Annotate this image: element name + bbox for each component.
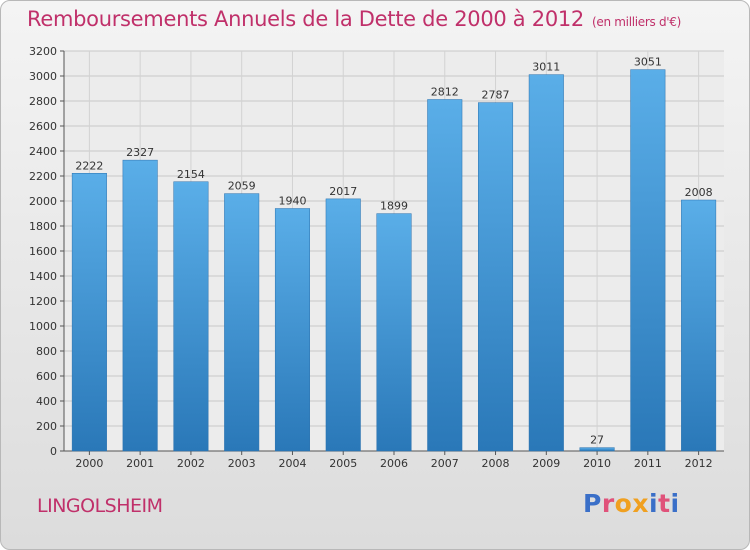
- bar-2006: [376, 213, 412, 452]
- y-tick-label: 2000: [29, 195, 57, 208]
- bar-2005: [325, 198, 361, 452]
- data-label-2011: 3051: [634, 56, 662, 69]
- logo-letter: x: [632, 489, 649, 518]
- y-tick-label: 1200: [29, 295, 57, 308]
- bar-2004: [274, 208, 310, 452]
- bar-2007: [427, 99, 463, 452]
- bar-2009: [528, 74, 564, 452]
- data-label-2010: 27: [590, 434, 604, 447]
- data-label-2004: 1940: [278, 195, 306, 208]
- x-tick-label-2011: 2011: [634, 457, 662, 470]
- x-tick-label-2008: 2008: [482, 457, 510, 470]
- bar-2001: [122, 159, 158, 452]
- x-tick-label-2006: 2006: [380, 457, 408, 470]
- data-labels: 2222 2327 2154 2059 1940 2017 1899 2812 2787 3011…: [75, 56, 712, 447]
- chart-unit: (en milliers d'€): [592, 15, 682, 29]
- data-label-2008: 2787: [482, 89, 510, 102]
- x-tick-label-2000: 2000: [75, 457, 103, 470]
- bar-2002: [173, 181, 209, 452]
- y-tick-label: 1800: [29, 220, 57, 233]
- y-tick-label: 3200: [29, 45, 57, 58]
- logo-letter: i: [649, 489, 659, 518]
- bar-2010: [579, 447, 615, 452]
- data-label-2012: 2008: [685, 186, 713, 199]
- data-label-2005: 2017: [329, 185, 357, 198]
- x-tick-label-2004: 2004: [278, 457, 306, 470]
- bars: [71, 69, 717, 452]
- y-tick-label: 2600: [29, 120, 57, 133]
- proxiti-logo: Proxiti: [583, 489, 680, 518]
- y-tick-label: 2800: [29, 95, 57, 108]
- data-label-2000: 2222: [75, 159, 103, 172]
- data-label-2007: 2812: [431, 86, 459, 99]
- y-tick-label: 1000: [29, 320, 57, 333]
- y-tick-label: 2400: [29, 145, 57, 158]
- data-label-2002: 2154: [177, 168, 205, 181]
- logo-letter: o: [614, 489, 633, 518]
- y-tick-label: 1600: [29, 245, 57, 258]
- chart-title-text: Remboursements Annuels de la Dette de 20…: [27, 7, 584, 31]
- x-tick-label-2009: 2009: [532, 457, 560, 470]
- x-tick-label-2005: 2005: [329, 457, 357, 470]
- y-tick-label: 1400: [29, 270, 57, 283]
- x-tick-label-2002: 2002: [177, 457, 205, 470]
- bar-2012: [681, 199, 717, 452]
- bar-2011: [630, 69, 666, 452]
- x-tick-label-2001: 2001: [126, 457, 154, 470]
- logo-letter: P: [583, 489, 602, 518]
- x-tick-label-2003: 2003: [228, 457, 256, 470]
- logo-letter: i: [670, 489, 680, 518]
- bar-2008: [478, 102, 514, 452]
- y-tick-label: 200: [36, 420, 57, 433]
- y-tick-label: 800: [36, 345, 57, 358]
- data-label-2001: 2327: [126, 146, 154, 159]
- logo-letter: t: [658, 489, 671, 518]
- y-tick-label: 2200: [29, 170, 57, 183]
- data-label-2006: 1899: [380, 200, 408, 213]
- logo-letter: r: [601, 489, 615, 518]
- x-tick-label-2010: 2010: [583, 457, 611, 470]
- chart-title: Remboursements Annuels de la Dette de 20…: [27, 7, 681, 31]
- data-label-2009: 3011: [532, 61, 560, 74]
- commune-name: LINGOLSHEIM: [37, 495, 163, 517]
- y-tick-label: 400: [36, 395, 57, 408]
- y-tick-label: 0: [50, 445, 57, 458]
- bar-2000: [71, 173, 107, 452]
- data-label-2003: 2059: [228, 180, 256, 193]
- x-tick-label-2012: 2012: [685, 457, 713, 470]
- x-tick-label-2007: 2007: [431, 457, 459, 470]
- y-tick-label: 600: [36, 370, 57, 383]
- y-tick-label: 3000: [29, 70, 57, 83]
- bar-2003: [224, 193, 260, 452]
